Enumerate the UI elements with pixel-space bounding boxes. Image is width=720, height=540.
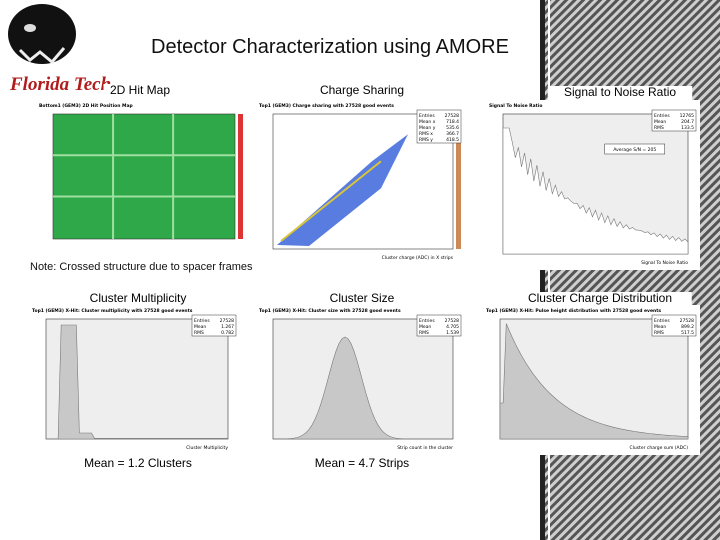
x-axis-label: Cluster Multiplicity (186, 445, 228, 451)
stats-key: RMS (419, 330, 429, 336)
panel-label: Cluster Multiplicity (90, 291, 187, 305)
stats-value: 27528 (220, 318, 234, 324)
stats-box (651, 314, 697, 337)
logo-eye (24, 24, 36, 32)
stats-value: 1.539 (446, 330, 459, 336)
panel: Charge Sharing Top1 (GEM3) Charge sharing… (255, 83, 465, 265)
panel-label: 2D Hit Map (110, 83, 170, 97)
logo-head (8, 4, 76, 64)
panel-label: Cluster Charge Distribution (528, 291, 672, 305)
stats-value: 204.7 (681, 119, 694, 125)
plot-area (52, 113, 236, 240)
plot-title: Bottom1 (GEM3) 2D Hit Position Map (39, 103, 133, 109)
stats-key: Entries (419, 113, 435, 119)
stats-value: 27528 (680, 318, 694, 324)
stats-value: 27528 (445, 318, 459, 324)
logo: Florida Tech (8, 4, 111, 95)
stats-value: 0.782 (221, 330, 234, 336)
label-backdrop (508, 292, 692, 306)
stats-key: Mean (654, 324, 666, 330)
annotation-box (604, 143, 665, 155)
stats-value: 535.6 (446, 125, 459, 131)
stats-key: Mean y (419, 125, 436, 131)
color-bar (456, 114, 461, 249)
x-axis-label: Strip count in the cluster (397, 445, 453, 451)
panel: Cluster Size Top1 (GEM3) X-Hit: Cluster s… (255, 291, 465, 470)
stats-key: Entries (419, 318, 435, 324)
panel-label: Signal to Noise Ratio (564, 85, 676, 99)
label-backdrop (312, 84, 412, 98)
caption: Mean = 4.7 Strips (315, 456, 409, 470)
stats-key: Mean (194, 324, 206, 330)
stats-key: Mean x (419, 119, 436, 125)
panel-label: Cluster Size (330, 291, 395, 305)
stats-key: RMS (654, 330, 664, 336)
plot-title: Top1 (GEM3) X-Hit: Pulse height distribu… (486, 308, 661, 314)
histogram-shape (272, 336, 453, 440)
stats-value: 12765 (680, 113, 694, 119)
x-axis-label: Cluster charge sum (ADC) (629, 445, 688, 451)
stats-value: 718.4 (446, 119, 459, 125)
stats-value: 133.5 (681, 125, 694, 131)
logo-text: Florida Tech (9, 74, 111, 95)
label-backdrop (103, 84, 177, 98)
panel: 2D Hit Map Bottom1 (GEM3) 2D Hit Position… (35, 83, 247, 255)
stats-value: 517.5 (681, 330, 694, 336)
stats-value: 366.7 (446, 131, 459, 137)
stats-value: 4.705 (446, 324, 459, 330)
stats-key: RMS y (419, 137, 433, 143)
stats-key: RMS (194, 330, 204, 336)
stats-key: Mean (419, 324, 431, 330)
stats-key: Entries (194, 318, 210, 324)
stats-value: 899.2 (681, 324, 694, 330)
stats-box (191, 314, 237, 337)
plot-title: Top1 (GEM3) Charge sharing with 27528 go… (259, 103, 394, 109)
plot-title: Signal To Noise Ratio (489, 103, 542, 109)
stats-key: RMS x (419, 131, 433, 137)
stats-box (651, 109, 697, 132)
histogram-shape (499, 323, 689, 440)
scatter-core (280, 160, 382, 242)
histogram-shape (502, 127, 689, 255)
x-axis-label: Cluster charge (ADC) in X strips (382, 255, 454, 261)
panel-label: Charge Sharing (320, 83, 404, 97)
color-bar (238, 114, 243, 239)
label-backdrop (319, 292, 405, 306)
label-backdrop (547, 86, 693, 100)
stats-key: RMS (654, 125, 664, 131)
note: Note: Crossed structure due to spacer fr… (30, 261, 253, 273)
slide-title: Detector Characterization using AMORE (151, 36, 509, 58)
stats-box (416, 109, 462, 144)
stats-value: 27528 (445, 113, 459, 119)
stats-value: 418.5 (446, 137, 459, 143)
plot-title: Top1 (GEM3) X-Hit: Cluster size with 275… (259, 308, 401, 314)
panel: Cluster Multiplicity Top1 (GEM3) X-Hit: C… (28, 291, 240, 470)
logo-teeth (18, 47, 66, 65)
panel: Cluster Charge Distribution Top1 (GEM3) X… (482, 291, 700, 455)
annotation: Average S/N = 205 (613, 147, 656, 153)
histogram-shape (46, 324, 229, 440)
stats-key: Entries (654, 318, 670, 324)
label-backdrop (69, 292, 207, 306)
stats-key: Entries (654, 113, 670, 119)
stats-key: Mean (654, 119, 666, 125)
stats-value: 1.267 (221, 324, 234, 330)
stats-box (416, 314, 462, 337)
x-axis-label: Signal To Noise Ratio (641, 260, 688, 266)
plot-title: Top1 (GEM3) X-Hit: Cluster multiplicity … (32, 308, 193, 314)
panel: Signal to Noise Ratio Signal To Noise Rat… (485, 85, 700, 270)
caption: Mean = 1.2 Clusters (84, 456, 192, 470)
